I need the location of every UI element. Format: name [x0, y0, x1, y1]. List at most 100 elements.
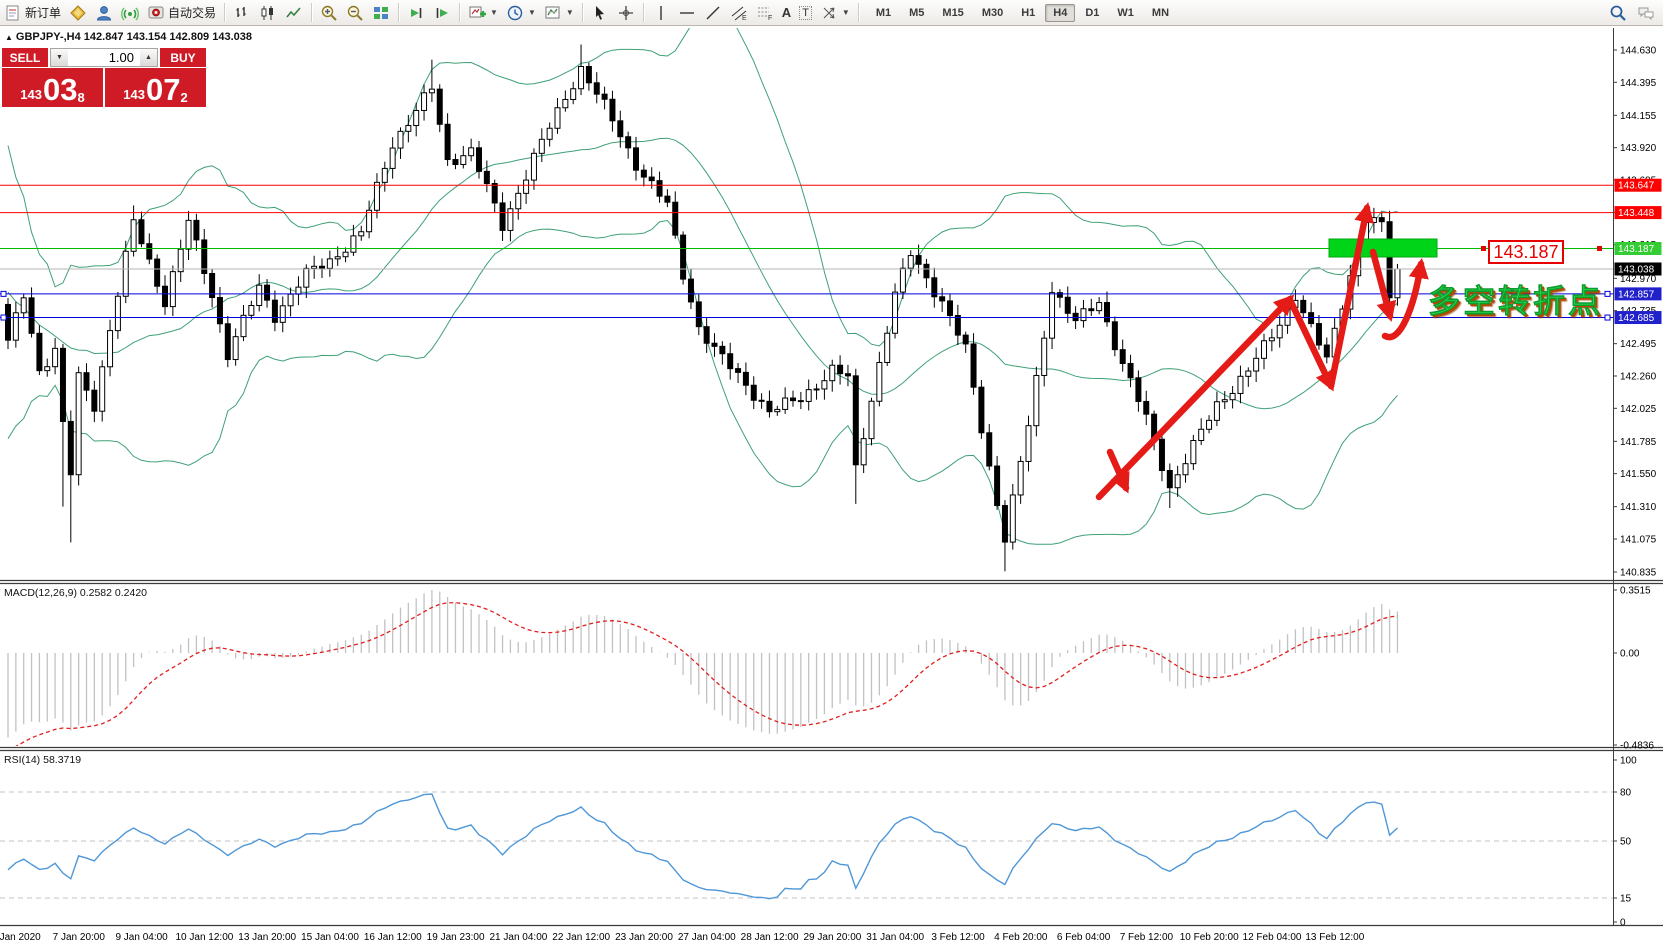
label-tool[interactable]: T	[795, 2, 816, 24]
timeframe-button-H1[interactable]: H1	[1021, 6, 1036, 19]
main-toolbar: 新订单 自动交易 ▼ ▼ ▼ E F A T ▼	[0, 0, 1663, 26]
bid-price-badge: 143.038	[1614, 262, 1662, 276]
line-handle[interactable]	[1604, 290, 1611, 297]
level-price-badge: 142.685	[1614, 311, 1662, 325]
toolbar-separator	[857, 3, 859, 22]
svg-text:143.187: 143.187	[1618, 244, 1655, 255]
bollinger-bands	[7, 28, 1398, 545]
person-icon	[97, 5, 112, 20]
timeframe-button-W1[interactable]: W1	[1117, 6, 1134, 19]
timeframe-button-M1[interactable]: M1	[875, 6, 892, 19]
period-dropdown[interactable]: ▼	[502, 2, 540, 24]
buy-button[interactable]: BUY	[160, 48, 206, 67]
svg-text:142.260: 142.260	[1620, 371, 1657, 382]
toolbar-separator	[398, 3, 400, 22]
svg-text:21 Jan 04:00: 21 Jan 04:00	[489, 932, 547, 943]
candlestick-chart-button[interactable]	[255, 2, 281, 24]
tile-windows-button[interactable]	[368, 2, 394, 24]
line-chart-button[interactable]	[281, 2, 307, 24]
volume-value[interactable]: 1.00	[108, 50, 134, 65]
svg-text:22 Jan 12:00: 22 Jan 12:00	[552, 932, 610, 943]
line-handle[interactable]	[0, 290, 7, 297]
symbol-collapse-icon[interactable]: ▲	[5, 33, 13, 42]
line-handle[interactable]	[1604, 314, 1611, 321]
text-tool-icon: A	[781, 5, 792, 20]
svg-text:142.857: 142.857	[1618, 289, 1655, 300]
buy-price-sup: 2	[180, 90, 188, 105]
volume-stepper: ▼ 1.00 ▲	[50, 48, 158, 67]
horizontal-line-icon	[679, 11, 694, 14]
fibonacci-tool[interactable]: F	[752, 2, 778, 24]
svg-text:143.038: 143.038	[1618, 264, 1655, 275]
fibonacci-icon: F	[757, 7, 772, 22]
search-icon[interactable]	[1609, 4, 1627, 22]
clock-icon	[507, 5, 523, 20]
new-chart-dropdown[interactable]: ▼	[464, 2, 502, 24]
zoom-out-button[interactable]	[342, 2, 368, 24]
svg-text:10 Feb 20:00: 10 Feb 20:00	[1180, 932, 1239, 943]
symbol-ohlc-text: GBPJPY-,H4 142.847 143.154 142.809 143.0…	[15, 31, 252, 43]
line-handle[interactable]	[0, 314, 7, 321]
arrows-tool-dropdown[interactable]: ▼	[816, 2, 854, 24]
chevron-down-icon: ▼	[490, 8, 498, 17]
volume-down-button[interactable]: ▼	[51, 49, 68, 66]
cursor-tool-button[interactable]	[587, 2, 613, 24]
svg-text:10 Jan 12:00: 10 Jan 12:00	[175, 932, 233, 943]
rsi-line	[7, 793, 1398, 900]
level-price-badge: 142.857	[1614, 287, 1662, 301]
timeframe-button-M15[interactable]: M15	[942, 6, 964, 19]
chart-shift-button[interactable]	[429, 2, 455, 24]
cursor-icon	[595, 5, 604, 20]
price-tag-annotation[interactable]: 143.187	[1488, 240, 1564, 264]
svg-text:F: F	[768, 15, 772, 22]
community-button[interactable]	[91, 2, 117, 24]
pivot-point-annotation[interactable]: 多空转折点	[1428, 283, 1604, 320]
time-axis-labels[interactable]: 6 Jan 2020 7 Jan 20:00 9 Jan 04:00 10 Jan 1…	[0, 932, 1365, 943]
svg-text:141.310: 141.310	[1620, 502, 1657, 513]
sell-price-button[interactable]: 143 03 8	[2, 68, 103, 107]
text-tool[interactable]: A	[778, 2, 795, 24]
chat-icon[interactable]	[1637, 4, 1655, 22]
symbol-label: ▲ GBPJPY-,H4 142.847 143.154 142.809 143.…	[5, 31, 252, 43]
line-handle[interactable]	[1481, 245, 1486, 251]
signals-button[interactable]	[117, 2, 143, 24]
timeframe-button-M5[interactable]: M5	[909, 6, 925, 19]
horizontal-line-tool[interactable]	[674, 2, 700, 24]
macd-indicator-label: MACD(12,26,9) 0.2582 0.2420	[4, 587, 148, 599]
rsi-indicator-label: RSI(14) 58.3719	[4, 754, 82, 766]
svg-text:144.630: 144.630	[1620, 46, 1657, 57]
autotrading-button[interactable]: 自动交易	[143, 2, 220, 24]
chart-canvas[interactable]: 144.630144.395144.155143.920143.685143.4…	[0, 26, 1663, 947]
svg-text:141.075: 141.075	[1620, 534, 1657, 545]
mql5-gold-button[interactable]	[65, 2, 91, 24]
line-handle[interactable]	[1597, 245, 1602, 251]
timeframe-button-MN[interactable]: MN	[1151, 6, 1170, 19]
buy-price-small: 143	[123, 87, 145, 102]
timeframe-button-M30[interactable]: M30	[981, 6, 1004, 19]
timeframe-button-D1[interactable]: D1	[1085, 6, 1100, 19]
svg-text:29 Jan 20:00: 29 Jan 20:00	[803, 932, 861, 943]
svg-text:27 Jan 04:00: 27 Jan 04:00	[678, 932, 736, 943]
timeframe-button-H4[interactable]: H4	[1045, 3, 1076, 22]
toolbar-separator	[581, 3, 583, 22]
supply-zone-rectangle[interactable]	[1328, 238, 1438, 258]
zoom-in-button[interactable]	[316, 2, 342, 24]
bar-chart-button[interactable]	[229, 2, 255, 24]
buy-price-button[interactable]: 143 07 2	[105, 68, 206, 107]
template-dropdown[interactable]: ▼	[540, 2, 578, 24]
svg-text:6 Jan 2020: 6 Jan 2020	[0, 932, 41, 943]
red-zigzag-arrows[interactable]	[1095, 202, 1429, 501]
auto-scroll-button[interactable]	[403, 2, 429, 24]
svg-text:7 Jan 20:00: 7 Jan 20:00	[53, 932, 106, 943]
channel-tool[interactable]: E	[726, 2, 752, 24]
crosshair-tool-button[interactable]	[613, 2, 639, 24]
template-icon	[545, 6, 560, 18]
vertical-line-tool[interactable]	[648, 2, 674, 24]
sell-button[interactable]: SELL	[2, 48, 48, 67]
trendline-tool[interactable]	[700, 2, 726, 24]
new-order-button[interactable]: 新订单	[0, 2, 65, 24]
svg-text:31 Jan 04:00: 31 Jan 04:00	[866, 932, 924, 943]
svg-text:142.685: 142.685	[1618, 313, 1655, 324]
volume-up-button[interactable]: ▲	[140, 49, 157, 66]
